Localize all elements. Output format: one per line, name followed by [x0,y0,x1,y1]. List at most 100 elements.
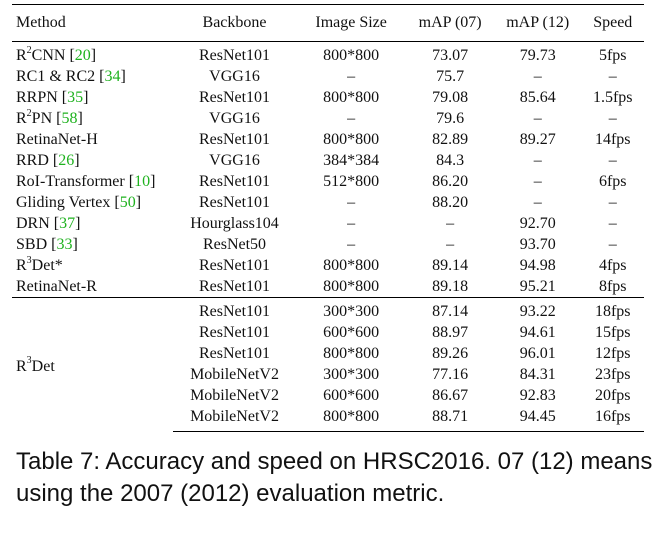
map12-cell: 93.22 [493,297,582,322]
results-table: Method Backbone Image Size mAP (07) mAP … [12,4,644,432]
header-map12: mAP (12) [506,14,570,31]
map07-cell: 88.71 [406,406,494,432]
method-cell: SBD [33] [16,236,78,253]
speed-cell: – [608,236,617,253]
table-row: MobileNetV2 300*300 77.16 84.31 23fps [12,364,644,385]
map12-cell: – [533,194,542,211]
method-cell: RRD [26] [16,152,80,169]
method-cell: R2PN [58] [16,107,83,127]
speed-cell: 14fps [594,131,631,148]
method-cell: DRN [37] [16,215,81,232]
map12-cell: – [533,110,542,127]
backbone-cell: VGG16 [209,152,260,169]
map12-cell: – [533,152,542,169]
speed-cell: 16fps [581,406,644,432]
citation-link: 34 [104,68,121,85]
image-size-cell: 300*300 [295,297,407,322]
map12-cell: 79.73 [519,47,556,64]
backbone-cell: Hourglass104 [190,215,279,232]
table-row: DRN [37] Hourglass104 – – 92.70 – [12,213,644,234]
backbone-cell: ResNet101 [198,131,271,148]
map07-cell: 87.14 [406,297,494,322]
image-size-cell: – [347,110,356,127]
table-row: RoI-Transformer [10] ResNet101 512*800 86.2… [12,171,644,192]
speed-cell: 8fps [598,278,627,295]
map12-cell: 84.31 [519,366,556,383]
table-row: RetinaNet-R ResNet101 800*800 89.18 95.21 8fp… [12,276,644,298]
speed-cell: 15fps [594,324,631,341]
map12-cell: – [533,173,542,190]
backbone-cell: ResNet101 [198,47,271,64]
backbone-cell: MobileNetV2 [190,366,279,383]
image-size-cell: 384*384 [323,152,380,169]
image-size-cell: 800*800 [323,89,380,106]
backbone-cell: ResNet101 [198,278,271,295]
backbone-cell: ResNet101 [198,345,271,362]
header-speed: Speed [593,14,633,31]
image-size-cell: 800*800 [323,47,380,64]
map12-cell: 92.70 [519,215,556,232]
best-map12-cell: 96.01 [519,345,556,362]
map07-cell: 89.14 [432,257,469,274]
table-header-row: Method Backbone Image Size mAP (07) mAP … [12,4,644,42]
map07-cell: – [446,236,455,253]
image-size-cell: 800*800 [323,131,380,148]
image-size-cell: 800*800 [323,345,380,362]
image-size-cell: 300*300 [323,366,380,383]
map07-cell: 79.6 [436,110,465,127]
speed-cell: 4fps [598,257,627,274]
speed-cell: 18fps [581,297,644,322]
table-caption: Table 7: Accuracy and speed on HRSC2016.… [16,448,653,507]
ours-rows: R3Det ResNet101 300*300 87.14 93.22 18fps Re… [12,297,644,432]
backbone-cell: ResNet101 [173,297,296,322]
best-map07-cell: 89.26 [432,345,469,362]
header-backbone: Backbone [202,14,267,31]
best-speed-cell: 23fps [594,366,631,383]
backbone-cell: VGG16 [209,68,260,85]
backbone-cell: ResNet101 [198,173,271,190]
citation-link: 35 [67,89,84,106]
method-cell: Gliding Vertex [50] [16,194,142,211]
speed-cell: 12fps [594,345,631,362]
speed-cell: – [608,68,617,85]
table-row: MobileNetV2 800*800 88.71 94.45 16fps [12,406,644,432]
image-size-cell: 600*600 [323,387,380,404]
backbone-cell: ResNet101 [198,324,271,341]
speed-cell: – [608,215,617,232]
citation-link: 20 [74,47,91,64]
table-row: R3Det ResNet101 300*300 87.14 93.22 18fps [12,297,644,432]
table-row: Gliding Vertex [50] ResNet101 – 88.20 – – [12,192,644,213]
speed-cell: 20fps [594,387,631,404]
header-image-size: Image Size [315,14,387,31]
speed-cell: 1.5fps [592,89,633,106]
map07-cell: 88.20 [432,194,469,211]
citation-link: 33 [56,236,73,253]
citation-link: 37 [59,215,76,232]
method-cell: RetinaNet-R [16,278,97,295]
comparison-rows: R2CNN [20] ResNet101 800*800 73.07 79.73 5fps… [12,42,644,298]
image-size-cell: 800*800 [323,257,380,274]
map07-cell: 73.07 [432,47,469,64]
image-size-cell: 512*800 [323,173,380,190]
speed-cell: – [608,194,617,211]
image-size-cell: 800*800 [295,406,407,432]
map07-cell: 79.08 [432,89,469,106]
speed-cell: – [608,152,617,169]
image-size-cell: – [347,194,356,211]
method-cell: R3Det* [16,254,63,274]
image-size-cell: 800*800 [323,278,380,295]
table-row: RetinaNet-H ResNet101 800*800 82.89 89.27 14f… [12,129,644,150]
table-row: SBD [33] ResNet50 – – 93.70 – [12,234,644,255]
table-row: R3Det* ResNet101 800*800 89.14 94.98 4fps [12,255,644,276]
map12-cell: 93.70 [519,236,556,253]
map07-cell: 89.18 [432,278,469,295]
method-cell: RoI-Transformer [10] [16,173,156,190]
map12-cell: 95.21 [519,278,556,295]
map12-cell: 94.45 [493,406,582,432]
backbone-cell: VGG16 [209,110,260,127]
map07-cell: 86.20 [432,173,469,190]
table-row: ResNet101 600*600 88.97 94.61 15fps [12,322,644,343]
backbone-cell: ResNet101 [198,89,271,106]
image-size-cell: 600*600 [323,324,380,341]
table-row: MobileNetV2 600*600 86.67 92.83 20fps [12,385,644,406]
